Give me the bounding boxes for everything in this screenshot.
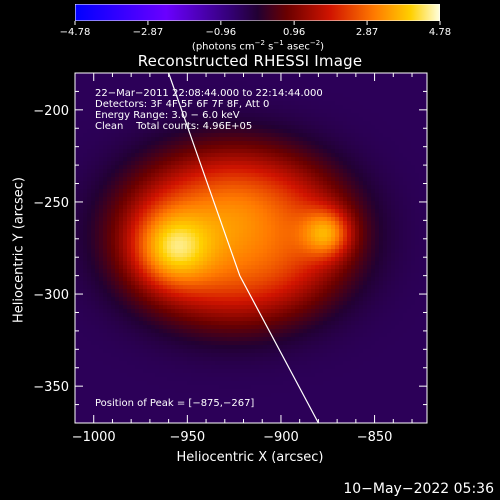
x-tick-label: −900 bbox=[263, 430, 299, 445]
annotation-detectors: Detectors: 3F 4F 5F 6F 7F 8F, Att 0 bbox=[95, 99, 270, 110]
colorbar-tick-label: −0.96 bbox=[205, 27, 237, 38]
annotation-energy-range: Energy Range: 3.0 − 6.0 keV bbox=[95, 110, 240, 121]
annotation-time-range: 22−Mar−2011 22:08:44.000 to 22:14:44.000 bbox=[95, 88, 323, 99]
colorbar-units: (photons cm−2 s−1 asec−2) bbox=[191, 39, 325, 53]
annotation-peak-position: Position of Peak = [−875,−267] bbox=[95, 398, 255, 409]
annotation-total-counts: Clean Total counts: 4.96E+05 bbox=[95, 121, 253, 132]
limb-line bbox=[168, 73, 319, 423]
colorbar-tick-label: −4.78 bbox=[59, 27, 91, 38]
y-tick-label: −250 bbox=[33, 196, 69, 211]
y-tick-label: −350 bbox=[33, 380, 69, 395]
x-axis-label: Heliocentric X (arcsec) bbox=[176, 450, 324, 465]
plot-frame bbox=[74, 72, 428, 424]
x-tick-label: −850 bbox=[357, 430, 393, 445]
y-tick-label: −200 bbox=[33, 104, 69, 119]
colorbar-tick-label: −2.87 bbox=[132, 27, 164, 38]
x-tick-label: −1000 bbox=[72, 430, 116, 445]
y-tick-label: −300 bbox=[33, 288, 69, 303]
colorbar bbox=[75, 4, 440, 21]
colorbar-ticks bbox=[74, 21, 441, 25]
x-tick-label: −950 bbox=[169, 430, 205, 445]
colorbar-tick-label: 0.96 bbox=[283, 27, 306, 38]
colorbar-tick-label: 4.78 bbox=[428, 27, 452, 38]
colorbar-tick-label: 2.87 bbox=[355, 27, 379, 38]
y-axis-label: Heliocentric Y (arcsec) bbox=[11, 177, 27, 323]
timestamp: 10−May−2022 05:36 bbox=[343, 481, 494, 497]
heatmap bbox=[75, 73, 427, 423]
chart-title: Reconstructed RHESSI Image bbox=[137, 52, 363, 70]
